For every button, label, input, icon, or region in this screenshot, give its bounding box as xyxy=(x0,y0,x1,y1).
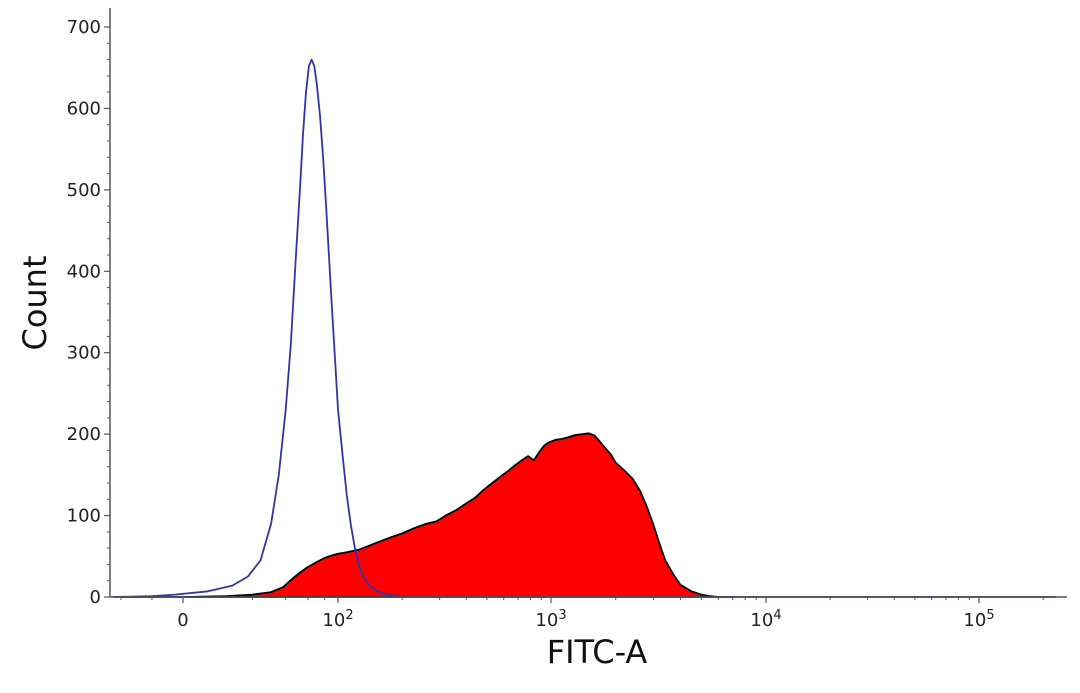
y-tick-label: 400 xyxy=(67,261,101,282)
x-tick-label: 103 xyxy=(535,608,566,631)
y-axis-title: Count xyxy=(16,255,54,350)
y-tick-label: 700 xyxy=(67,17,101,38)
outline-histogram-series xyxy=(113,58,1056,598)
y-tick-label: 500 xyxy=(67,180,101,201)
y-tick-label: 600 xyxy=(67,98,101,119)
y-tick-label: 300 xyxy=(67,343,101,364)
x-tick-label: 0 xyxy=(177,610,188,631)
y-tick-label: 0 xyxy=(90,587,101,608)
x-axis-title: FITC-A xyxy=(547,633,648,671)
x-tick-label: 105 xyxy=(963,608,994,631)
ticks-layer: 0 100 200 300 400 500 600 700 0 102 103 104 105 xyxy=(67,17,1044,631)
filled-histogram-series xyxy=(120,432,734,598)
x-tick-label: 104 xyxy=(750,608,781,631)
series-layer xyxy=(113,58,1056,598)
y-tick-label: 200 xyxy=(67,424,101,445)
x-tick-label: 102 xyxy=(322,608,353,631)
y-tick-label: 100 xyxy=(67,506,101,527)
